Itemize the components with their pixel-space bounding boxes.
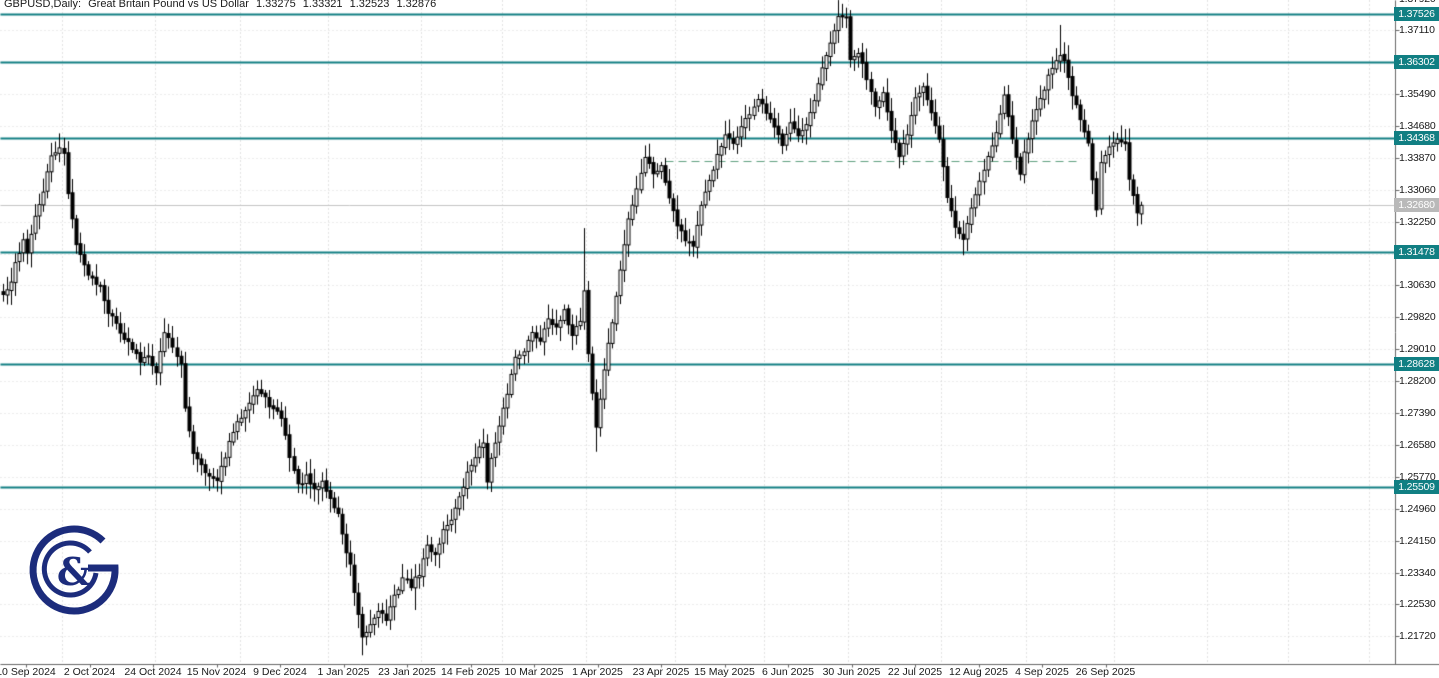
logo-ampersand: & — [57, 549, 91, 594]
price-tick-label: 1.27390 — [1399, 407, 1436, 420]
date-label: 6 Jun 2025 — [762, 666, 814, 678]
symbol-description: Great Britain Pound vs US Dollar — [88, 0, 249, 10]
price-tick-label: 1.33060 — [1399, 183, 1436, 196]
logo-g-arc — [29, 525, 119, 615]
price-tick-label: 1.34680 — [1399, 120, 1436, 133]
price-tick-label: 1.22530 — [1399, 598, 1436, 611]
price-tick-label: 1.28200 — [1399, 375, 1436, 388]
price-tick-label: 1.29820 — [1399, 311, 1436, 324]
price-level-badge: 1.31478 — [1394, 245, 1439, 260]
broker-logo: & — [29, 525, 119, 615]
date-label: 23 Jan 2025 — [378, 666, 436, 678]
price-tick-label: 1.23340 — [1399, 566, 1436, 579]
ohlc-low: 1.32523 — [349, 0, 390, 10]
date-label: 22 Jul 2025 — [887, 666, 943, 678]
date-label: 10 Sep 2024 — [0, 666, 56, 678]
date-label: 1 Apr 2025 — [572, 666, 623, 678]
chart-title: GBPUSD,Daily: Great Britain Pound vs US … — [4, 0, 440, 10]
price-tick-label: 1.30630 — [1399, 279, 1436, 292]
date-label: 4 Sep 2025 — [1015, 666, 1069, 678]
price-tick-label: 1.24150 — [1399, 534, 1436, 547]
price-tick-label: 1.21720 — [1399, 630, 1436, 643]
bid-price-badge: 1.32680 — [1394, 197, 1439, 212]
date-label: 9 Dec 2024 — [253, 666, 307, 678]
ohlc-open: 1.33275 — [255, 0, 296, 10]
price-tick-label: 1.29010 — [1399, 343, 1436, 356]
ohlc-close: 1.32876 — [396, 0, 437, 10]
date-label: 26 Sep 2025 — [1075, 666, 1136, 678]
date-label: 15 May 2025 — [694, 666, 755, 678]
price-level-badge: 1.25509 — [1394, 480, 1439, 495]
date-label: 30 Jun 2025 — [822, 666, 881, 678]
price-level-badge: 1.36302 — [1394, 55, 1439, 70]
date-label: 12 Aug 2025 — [949, 666, 1008, 678]
price-tick-label: 1.25770 — [1399, 470, 1436, 483]
ohlc-high: 1.33321 — [302, 0, 343, 10]
date-label: 24 Oct 2024 — [124, 666, 182, 678]
date-label: 10 Mar 2025 — [504, 666, 564, 678]
price-tick-label: 1.32250 — [1399, 215, 1436, 228]
price-tick-label: 1.33870 — [1399, 151, 1436, 164]
price-tick-label: 1.24960 — [1399, 502, 1436, 515]
price-level-badge: 1.28628 — [1394, 357, 1439, 372]
date-label: 1 Jan 2025 — [317, 666, 370, 678]
price-tick-label: 1.35490 — [1399, 88, 1436, 101]
price-tick-label: 1.37920 — [1399, 0, 1439, 5]
price-tick-label: 1.37110 — [1399, 24, 1435, 37]
logo-inner-arc — [41, 540, 99, 598]
price-tick-label: 1.26580 — [1399, 438, 1436, 451]
symbol-timeframe: GBPUSD,Daily: — [4, 0, 82, 10]
price-level-badge: 1.34368 — [1394, 131, 1439, 146]
date-label: 2 Oct 2024 — [63, 666, 116, 678]
date-label: 15 Nov 2024 — [186, 666, 247, 678]
price-level-badge: 1.37526 — [1394, 7, 1439, 21]
date-label: 23 Apr 2025 — [632, 666, 690, 678]
date-label: 14 Feb 2025 — [441, 666, 500, 678]
